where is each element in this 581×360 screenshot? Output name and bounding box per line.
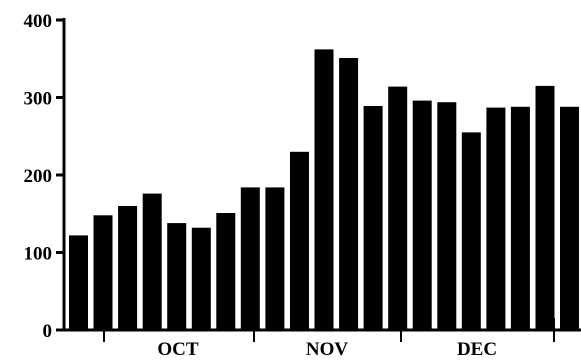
bar xyxy=(314,49,334,331)
bar xyxy=(216,213,236,330)
bar xyxy=(265,187,285,330)
x-ticks xyxy=(103,318,555,342)
bar xyxy=(388,86,408,330)
y-tick-label: 400 xyxy=(24,11,53,32)
y-tick-label: 100 xyxy=(24,244,53,265)
bar xyxy=(437,102,457,330)
month-label-oct: OCT xyxy=(157,339,199,360)
bar xyxy=(535,85,555,331)
bar xyxy=(167,223,187,330)
bar xyxy=(142,193,162,330)
bar xyxy=(363,106,383,330)
y-tick-label: 0 xyxy=(43,321,53,342)
bar xyxy=(290,151,309,331)
bar xyxy=(560,106,579,330)
bar xyxy=(510,106,530,330)
month-label-dec: DEC xyxy=(457,339,497,360)
month-label-nov: NOV xyxy=(306,339,349,360)
bar xyxy=(69,235,88,330)
bar xyxy=(339,58,359,330)
bar xyxy=(93,215,113,330)
y-tick-label: 200 xyxy=(24,166,53,187)
bar xyxy=(412,100,432,330)
bar xyxy=(118,206,138,330)
y-ticks: 0 100 200 300 400 xyxy=(24,11,64,342)
bar xyxy=(191,227,211,330)
bars-group xyxy=(69,49,579,331)
bar xyxy=(461,132,481,330)
bar xyxy=(240,187,260,330)
y-tick-label: 300 xyxy=(24,89,53,110)
bar xyxy=(486,107,506,330)
